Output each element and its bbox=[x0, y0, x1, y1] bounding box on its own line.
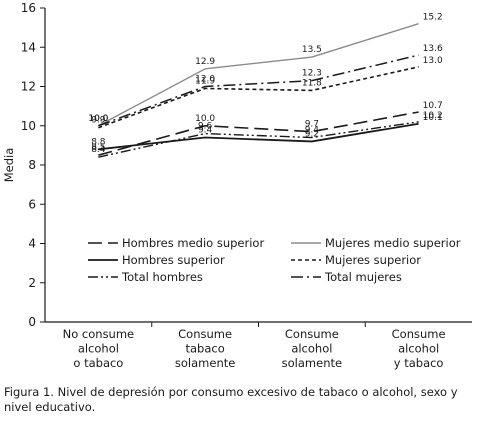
series-line bbox=[98, 23, 419, 127]
data-label: 10.0 bbox=[88, 114, 108, 124]
x-category-label: No consume bbox=[63, 327, 135, 341]
x-category-label: tabaco bbox=[185, 342, 224, 356]
data-label: 13.5 bbox=[302, 45, 322, 55]
data-label: 9.6 bbox=[198, 122, 213, 132]
legend-label: Total hombres bbox=[121, 270, 203, 284]
x-category-label: Consume bbox=[285, 327, 339, 341]
data-label: 10.0 bbox=[88, 114, 108, 124]
x-category-label: alcohol bbox=[291, 342, 332, 356]
data-label: 12.0 bbox=[195, 75, 215, 85]
data-label: 8.4 bbox=[91, 145, 106, 155]
data-label: 12.9 bbox=[195, 57, 215, 67]
legend-label: Hombres medio superior bbox=[122, 236, 264, 250]
data-label: 11.8 bbox=[302, 78, 322, 88]
data-label: 9.7 bbox=[305, 120, 319, 130]
data-label: 12.3 bbox=[302, 69, 322, 79]
x-category-label: Consume bbox=[392, 327, 446, 341]
y-tick-label: 4 bbox=[28, 237, 36, 251]
data-label: 8.8 bbox=[91, 137, 106, 147]
data-label: 9.4 bbox=[305, 126, 320, 136]
legend-label: Mujeres superior bbox=[325, 253, 421, 267]
y-tick-label: 10 bbox=[21, 119, 36, 133]
x-category-label: alcohol bbox=[398, 342, 439, 356]
y-tick-label: 8 bbox=[28, 158, 36, 172]
y-tick-label: 14 bbox=[21, 40, 36, 54]
y-tick-label: 2 bbox=[28, 276, 36, 290]
data-label: 13.6 bbox=[423, 44, 443, 54]
data-label: 10.2 bbox=[423, 111, 443, 121]
y-tick-label: 12 bbox=[21, 80, 36, 94]
series-line bbox=[98, 111, 419, 156]
figure-caption: Figura 1. Nivel de depresión por consumo… bbox=[4, 385, 474, 415]
x-category-label: solamente bbox=[175, 356, 235, 370]
data-label: 11.9 bbox=[195, 76, 215, 86]
data-label: 9.9 bbox=[91, 116, 106, 126]
x-category-label: alcohol bbox=[78, 342, 119, 356]
figure-label: Figura 1. bbox=[4, 385, 54, 399]
data-label: 15.2 bbox=[423, 13, 443, 23]
y-tick-label: 0 bbox=[28, 315, 36, 329]
caption-text: Nivel de depresión por consumo excesivo … bbox=[4, 385, 458, 414]
y-tick-label: 16 bbox=[21, 1, 36, 15]
x-category-label: y tabaco bbox=[394, 356, 444, 370]
data-label: 13.0 bbox=[423, 56, 443, 66]
x-category-label: o tabaco bbox=[73, 356, 123, 370]
x-category-label: Consume bbox=[178, 327, 232, 341]
series-line bbox=[98, 121, 419, 158]
data-label: 10.0 bbox=[195, 114, 215, 124]
data-label: 9.4 bbox=[198, 126, 213, 136]
data-label: 9.2 bbox=[305, 129, 319, 139]
y-tick-label: 6 bbox=[28, 197, 36, 211]
data-label: 10.1 bbox=[423, 113, 443, 123]
series-line bbox=[98, 54, 419, 127]
y-axis-label: Media bbox=[2, 148, 16, 183]
legend-label: Mujeres medio superior bbox=[325, 236, 461, 250]
series-line bbox=[98, 122, 419, 151]
legend-label: Hombres superior bbox=[122, 253, 225, 267]
legend-label: Total mujeres bbox=[324, 270, 402, 284]
data-label: 10.7 bbox=[423, 101, 443, 111]
x-category-label: solamente bbox=[282, 356, 342, 370]
data-label: 8.5 bbox=[91, 143, 105, 153]
series-line bbox=[98, 66, 419, 129]
